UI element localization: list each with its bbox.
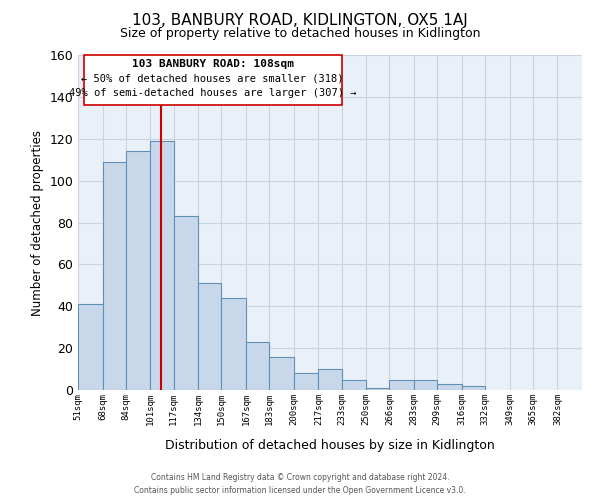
Text: 103 BANBURY ROAD: 108sqm: 103 BANBURY ROAD: 108sqm — [131, 59, 293, 69]
Text: 49% of semi-detached houses are larger (307) →: 49% of semi-detached houses are larger (… — [69, 88, 356, 99]
Bar — [366, 388, 389, 390]
Text: Contains HM Land Registry data © Crown copyright and database right 2024.
Contai: Contains HM Land Registry data © Crown c… — [134, 474, 466, 495]
Bar — [126, 152, 151, 390]
Text: Size of property relative to detached houses in Kidlington: Size of property relative to detached ho… — [120, 28, 480, 40]
Bar — [389, 380, 414, 390]
Bar — [294, 373, 319, 390]
Bar — [84, 55, 341, 106]
Bar — [269, 356, 294, 390]
X-axis label: Distribution of detached houses by size in Kidlington: Distribution of detached houses by size … — [165, 439, 495, 452]
Bar — [151, 141, 173, 390]
Bar — [437, 384, 462, 390]
Bar — [103, 162, 126, 390]
Bar — [246, 342, 269, 390]
Bar — [462, 386, 485, 390]
Y-axis label: Number of detached properties: Number of detached properties — [31, 130, 44, 316]
Bar — [414, 380, 437, 390]
Bar — [341, 380, 366, 390]
Bar — [198, 283, 221, 390]
Bar — [221, 298, 246, 390]
Bar — [319, 369, 341, 390]
Text: 103, BANBURY ROAD, KIDLINGTON, OX5 1AJ: 103, BANBURY ROAD, KIDLINGTON, OX5 1AJ — [132, 12, 468, 28]
Text: ← 50% of detached houses are smaller (318): ← 50% of detached houses are smaller (31… — [82, 74, 344, 84]
Bar — [78, 304, 103, 390]
Bar — [173, 216, 198, 390]
